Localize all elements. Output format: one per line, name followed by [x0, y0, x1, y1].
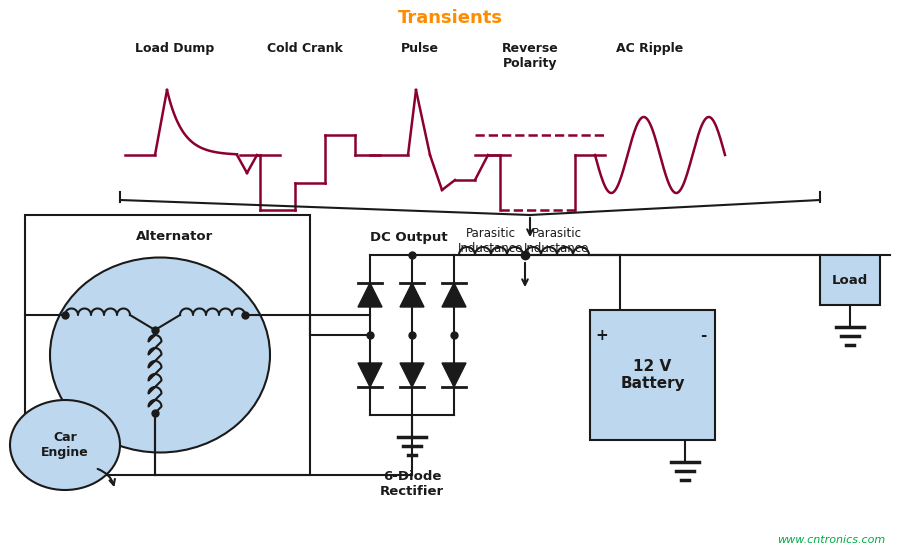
- Polygon shape: [442, 283, 466, 307]
- Bar: [590, 310, 715, 440]
- Text: Alternator: Alternator: [137, 230, 213, 243]
- Text: Reverse
Polarity: Reverse Polarity: [501, 42, 558, 70]
- Text: +: +: [596, 328, 608, 343]
- Text: Pulse: Pulse: [401, 42, 439, 55]
- Text: Parasitic
Inductance: Parasitic Inductance: [525, 227, 590, 255]
- Text: Load Dump: Load Dump: [135, 42, 214, 55]
- Text: -: -: [700, 328, 706, 343]
- Text: www.cntronics.com: www.cntronics.com: [777, 535, 885, 545]
- Text: Cold Crank: Cold Crank: [267, 42, 343, 55]
- Polygon shape: [400, 363, 424, 387]
- Ellipse shape: [10, 400, 120, 490]
- Polygon shape: [358, 363, 382, 387]
- Text: Load: Load: [832, 273, 868, 287]
- Polygon shape: [442, 363, 466, 387]
- Text: AC Ripple: AC Ripple: [616, 42, 684, 55]
- Bar: [25, 215, 310, 475]
- Text: Parasitic
Inductance: Parasitic Inductance: [458, 227, 524, 255]
- Text: Car
Engine: Car Engine: [41, 431, 89, 459]
- Ellipse shape: [50, 257, 270, 452]
- Polygon shape: [358, 283, 382, 307]
- Text: DC Output: DC Output: [370, 231, 447, 245]
- Bar: [820, 255, 880, 305]
- Polygon shape: [400, 283, 424, 307]
- Text: 6-Diode
Rectifier: 6-Diode Rectifier: [380, 470, 444, 498]
- Text: 12 V
Battery: 12 V Battery: [620, 359, 685, 391]
- Text: Transients: Transients: [398, 9, 502, 27]
